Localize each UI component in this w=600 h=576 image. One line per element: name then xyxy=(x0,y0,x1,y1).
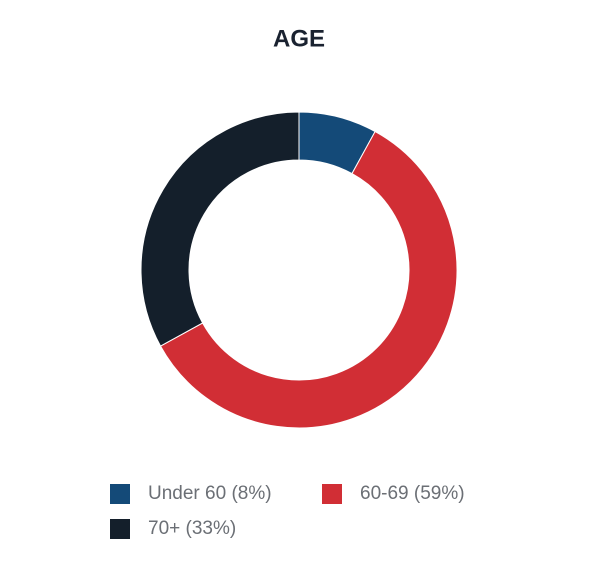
legend-swatch xyxy=(110,519,130,539)
legend-label: 70+ (33%) xyxy=(148,518,236,539)
chart-title: AGE xyxy=(273,25,325,52)
legend-swatch xyxy=(110,484,130,504)
donut-slice xyxy=(140,111,300,347)
legend-label: 60-69 (59%) xyxy=(360,483,465,504)
legend-swatch xyxy=(322,484,342,504)
donut-slice xyxy=(159,130,458,429)
legend-label: Under 60 (8%) xyxy=(148,483,272,504)
